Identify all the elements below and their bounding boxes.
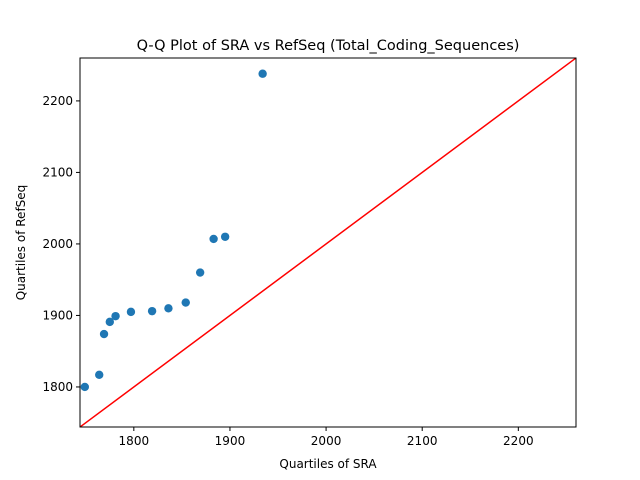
- y-tick-label: 2100: [42, 165, 73, 179]
- y-axis-label: Quartiles of RefSeq: [14, 185, 28, 301]
- x-tick-label: 1900: [215, 434, 246, 448]
- y-tick-label: 1900: [42, 308, 73, 322]
- data-point: [181, 298, 190, 307]
- data-point: [80, 382, 90, 392]
- x-tick-label: 2200: [503, 434, 534, 448]
- chart-title: Q-Q Plot of SRA vs RefSeq (Total_Coding_…: [137, 38, 520, 54]
- data-point: [111, 311, 120, 321]
- data-point: [105, 317, 114, 327]
- data-point: [164, 304, 173, 313]
- x-tick-label: 2100: [407, 434, 438, 448]
- x-axis-label: Quartiles of SRA: [279, 457, 377, 471]
- data-point: [95, 370, 104, 379]
- y-tick-label: 2200: [42, 94, 73, 108]
- x-tick-label: 2000: [311, 434, 342, 448]
- data-point: [258, 69, 267, 78]
- x-tick-label: 1800: [119, 434, 150, 448]
- data-point: [195, 268, 205, 277]
- data-point: [147, 306, 157, 316]
- data-point: [209, 234, 218, 244]
- data-point: [126, 307, 136, 317]
- data-point: [220, 232, 230, 241]
- y-tick-label: 1800: [42, 380, 73, 394]
- y-tick-label: 2000: [42, 237, 73, 251]
- plot-frame: [79, 57, 577, 428]
- data-point: [99, 329, 109, 339]
- reference-line: [80, 58, 576, 427]
